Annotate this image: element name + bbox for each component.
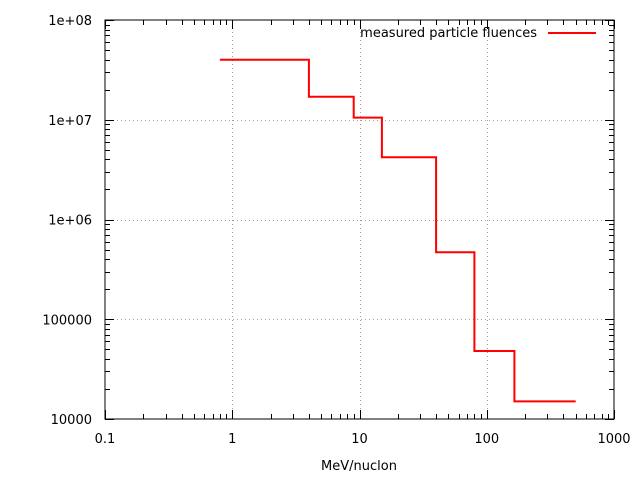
plot-frame bbox=[104, 19, 615, 420]
series-layer bbox=[219, 58, 576, 403]
x-tick-label: 1000 bbox=[597, 432, 630, 447]
series-line bbox=[219, 58, 576, 403]
tick-marks bbox=[105, 20, 615, 420]
y-tick-label: 10000 bbox=[51, 413, 92, 428]
y-tick-label: 1e+06 bbox=[48, 214, 92, 229]
grid-lines bbox=[105, 20, 614, 419]
y-tick-label: 1e+08 bbox=[48, 14, 92, 29]
y-tick-label: 1e+07 bbox=[48, 114, 92, 129]
y-tick-label: 100000 bbox=[42, 313, 92, 328]
tick-labels: 0.1 1 10 100 1000 10000 100000 1e+06 1e+07 1e+08 bbox=[42, 14, 630, 447]
x-tick-label: 1 bbox=[228, 432, 236, 447]
x-tick-label: 100 bbox=[474, 432, 499, 447]
x-axis-title: MeV/nuclon bbox=[321, 459, 397, 474]
x-tick-label: 0.1 bbox=[95, 432, 116, 447]
x-tick-label: 10 bbox=[351, 432, 368, 447]
legend: measured particle fluences bbox=[360, 26, 596, 41]
legend-label: measured particle fluences bbox=[360, 26, 537, 41]
